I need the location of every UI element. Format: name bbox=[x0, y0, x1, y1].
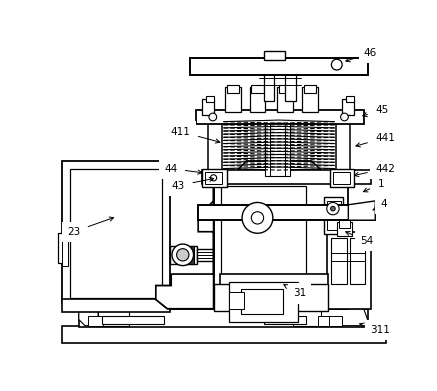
Bar bbox=[333, 172, 350, 184]
Bar bbox=[327, 201, 340, 230]
Text: 54: 54 bbox=[346, 231, 373, 246]
Bar bbox=[62, 230, 68, 265]
Bar bbox=[304, 85, 316, 93]
Bar bbox=[214, 178, 348, 309]
Bar bbox=[197, 249, 224, 261]
Bar bbox=[285, 62, 296, 101]
Bar bbox=[196, 110, 364, 124]
Bar bbox=[198, 205, 375, 220]
Polygon shape bbox=[156, 178, 214, 309]
Bar bbox=[229, 292, 244, 309]
Bar bbox=[62, 326, 386, 343]
Bar bbox=[170, 246, 198, 264]
Polygon shape bbox=[237, 161, 321, 170]
Text: 442: 442 bbox=[354, 163, 395, 177]
Bar bbox=[225, 87, 240, 111]
Bar bbox=[350, 238, 365, 284]
Bar bbox=[214, 284, 327, 311]
Bar bbox=[177, 246, 194, 264]
Circle shape bbox=[211, 175, 217, 181]
Bar bbox=[205, 172, 222, 184]
Circle shape bbox=[209, 113, 217, 121]
Bar bbox=[327, 316, 342, 326]
Polygon shape bbox=[79, 309, 98, 326]
Bar bbox=[227, 85, 239, 93]
Bar bbox=[221, 185, 306, 278]
Bar bbox=[327, 232, 371, 309]
Polygon shape bbox=[242, 170, 318, 178]
Text: 31: 31 bbox=[284, 285, 306, 298]
Polygon shape bbox=[321, 309, 368, 326]
Bar bbox=[191, 58, 368, 75]
Text: 411: 411 bbox=[170, 127, 220, 143]
Polygon shape bbox=[156, 285, 214, 309]
Bar bbox=[264, 62, 274, 101]
Bar bbox=[251, 85, 264, 93]
Bar bbox=[302, 87, 318, 111]
Polygon shape bbox=[98, 309, 129, 326]
Bar bbox=[220, 274, 327, 311]
Text: 1: 1 bbox=[364, 179, 384, 192]
Bar bbox=[330, 169, 354, 187]
Bar bbox=[265, 116, 290, 176]
Bar bbox=[264, 316, 306, 324]
Bar bbox=[102, 316, 163, 324]
Bar bbox=[250, 87, 265, 111]
Bar bbox=[58, 233, 66, 262]
Circle shape bbox=[327, 203, 339, 215]
Circle shape bbox=[177, 249, 189, 261]
Bar bbox=[208, 120, 222, 176]
Bar bbox=[324, 197, 343, 234]
Bar bbox=[62, 161, 170, 303]
Text: 44: 44 bbox=[164, 163, 202, 174]
Bar bbox=[88, 316, 104, 326]
Bar bbox=[337, 222, 352, 236]
Text: 311: 311 bbox=[360, 323, 390, 335]
Bar bbox=[79, 309, 368, 327]
Bar bbox=[331, 238, 347, 284]
Bar bbox=[240, 289, 283, 314]
Bar bbox=[277, 87, 293, 111]
Bar bbox=[69, 169, 162, 298]
Bar bbox=[252, 203, 263, 209]
Circle shape bbox=[331, 206, 335, 211]
Text: 23: 23 bbox=[67, 217, 114, 237]
Bar bbox=[318, 316, 329, 326]
Text: 441: 441 bbox=[356, 133, 395, 147]
Circle shape bbox=[331, 59, 342, 70]
Circle shape bbox=[172, 244, 194, 265]
Circle shape bbox=[251, 212, 264, 224]
Text: 46: 46 bbox=[346, 48, 377, 62]
Bar bbox=[62, 300, 170, 312]
Bar bbox=[202, 170, 371, 184]
Bar bbox=[346, 96, 354, 102]
Bar bbox=[206, 96, 214, 102]
Polygon shape bbox=[348, 201, 375, 220]
Circle shape bbox=[340, 113, 348, 121]
Bar bbox=[264, 51, 285, 60]
Bar bbox=[342, 99, 354, 115]
Text: 43: 43 bbox=[172, 178, 214, 190]
Bar bbox=[202, 99, 214, 115]
Bar bbox=[339, 220, 350, 228]
Text: 4: 4 bbox=[373, 199, 387, 210]
Polygon shape bbox=[293, 309, 321, 326]
Bar bbox=[229, 282, 298, 322]
Bar bbox=[257, 170, 305, 179]
Text: 45: 45 bbox=[363, 105, 388, 117]
Bar bbox=[279, 85, 291, 93]
Circle shape bbox=[242, 203, 273, 233]
Bar bbox=[336, 120, 350, 176]
Bar bbox=[202, 169, 227, 187]
